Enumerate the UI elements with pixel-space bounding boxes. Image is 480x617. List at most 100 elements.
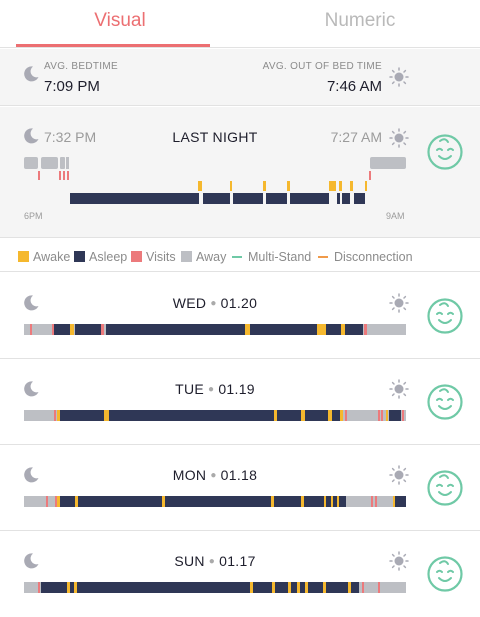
awake-marker [324, 496, 326, 507]
avg-bedtime-label: AVG. BEDTIME [44, 61, 118, 72]
awake-marker [305, 582, 308, 593]
away-swatch [181, 251, 192, 262]
away-segment [66, 157, 69, 169]
legend-disconnection: Disconnection [334, 250, 413, 264]
day-row-wed[interactable]: WED ● 01.20 [0, 273, 480, 359]
asleep-segment [70, 582, 74, 593]
axis-start-label: 6PM [24, 211, 43, 221]
day-weekday: SUN [174, 553, 205, 569]
awake-marker [348, 582, 351, 593]
visit-marker [38, 171, 40, 180]
visit-marker [59, 171, 61, 180]
asleep-segment [106, 324, 245, 335]
asleep-segment [290, 193, 329, 204]
avg-out-of-bed-label: AVG. OUT OF BED TIME [262, 61, 382, 72]
day-date: 01.20 [220, 295, 258, 311]
multi-stand-swatch [232, 256, 242, 258]
asleep-segment [395, 496, 406, 507]
tab-visual[interactable]: Visual [94, 10, 146, 31]
active-tab-indicator [16, 44, 210, 47]
day-title: WED ● 01.20 [172, 295, 258, 311]
awake-marker [245, 324, 250, 335]
last-night-end-time: 7:27 AM [330, 129, 382, 145]
asleep-segment [345, 324, 363, 335]
asleep-segment [77, 582, 250, 593]
day-title: TUE ● 01.19 [175, 381, 255, 397]
visit-marker [63, 171, 65, 180]
averages-panel: AVG. BEDTIME 7:09 PM AVG. OUT OF BED TIM… [0, 49, 480, 106]
moon-icon [24, 381, 39, 397]
asleep-segment [253, 582, 272, 593]
asleep-segment [291, 582, 297, 593]
asleep-segment [354, 193, 365, 204]
asleep-segment [326, 582, 348, 593]
moon-icon [24, 128, 39, 144]
awake-marker [339, 181, 342, 191]
visit-marker [52, 324, 54, 335]
away-segment [24, 157, 38, 169]
asleep-segment [333, 496, 337, 507]
happy-baby-icon [427, 470, 463, 506]
avg-bedtime-value: 7:09 PM [44, 78, 100, 95]
awake-marker [301, 496, 304, 507]
asleep-segment [78, 496, 162, 507]
awake-marker [271, 496, 274, 507]
asleep-segment [75, 324, 101, 335]
away-segment [370, 157, 406, 169]
asleep-segment [70, 193, 199, 204]
asleep-segment [304, 496, 324, 507]
moon-icon [24, 553, 39, 569]
day-timeline [24, 410, 406, 421]
visit-marker [30, 324, 32, 335]
day-weekday: TUE [175, 381, 204, 397]
happy-baby-icon [427, 134, 463, 170]
last-night-title: LAST NIGHT [172, 129, 258, 145]
awake-marker [317, 324, 326, 335]
asleep-segment [339, 496, 346, 507]
day-weekday: WED [172, 295, 207, 311]
moon-icon [24, 66, 39, 82]
legend-multi-stand: Multi-Stand [248, 250, 312, 264]
asleep-segment [351, 582, 359, 593]
awake-marker [198, 181, 202, 191]
awake-marker [350, 181, 353, 191]
asleep-segment [60, 496, 75, 507]
last-night-panel[interactable]: 7:32 PM LAST NIGHT 7:27 AM [0, 107, 480, 238]
awake-marker [297, 582, 300, 593]
day-row-sun[interactable]: SUN ● 01.17 [0, 531, 480, 617]
tab-bar: Visual Numeric [0, 0, 480, 48]
moon-icon [24, 295, 39, 311]
asleep-segment [342, 193, 350, 204]
day-row-tue[interactable]: TUE ● 01.19 [0, 359, 480, 445]
away-segment [41, 157, 58, 169]
visits-swatch [131, 251, 142, 262]
visit-marker [375, 496, 377, 507]
visit-marker [378, 582, 380, 593]
asleep-segment [203, 193, 230, 204]
legend: Awake Asleep Visits Away Multi-Stand Dis… [0, 239, 480, 272]
sun-icon [389, 465, 409, 485]
visit-marker [364, 324, 367, 335]
awake-marker [74, 582, 77, 593]
day-title: MON ● 01.18 [172, 467, 258, 483]
last-night-timeline [24, 157, 406, 204]
axis-end-label: 9AM [386, 211, 405, 221]
awake-marker [274, 410, 277, 421]
awake-marker [57, 410, 60, 421]
asleep-segment [233, 193, 263, 204]
awake-marker [263, 181, 266, 191]
day-row-mon[interactable]: MON ● 01.18 [0, 445, 480, 531]
visit-marker [362, 582, 364, 593]
awake-marker [331, 496, 333, 507]
awake-marker [365, 181, 367, 191]
awake-marker [230, 181, 232, 191]
visit-marker [345, 410, 347, 421]
tab-numeric[interactable]: Numeric [324, 10, 396, 31]
visit-marker [38, 582, 40, 593]
sun-icon [389, 551, 409, 571]
visit-marker [402, 410, 404, 421]
awake-marker [288, 582, 291, 593]
awake-swatch [18, 251, 29, 262]
happy-baby-icon [427, 556, 463, 592]
awake-marker [250, 582, 253, 593]
